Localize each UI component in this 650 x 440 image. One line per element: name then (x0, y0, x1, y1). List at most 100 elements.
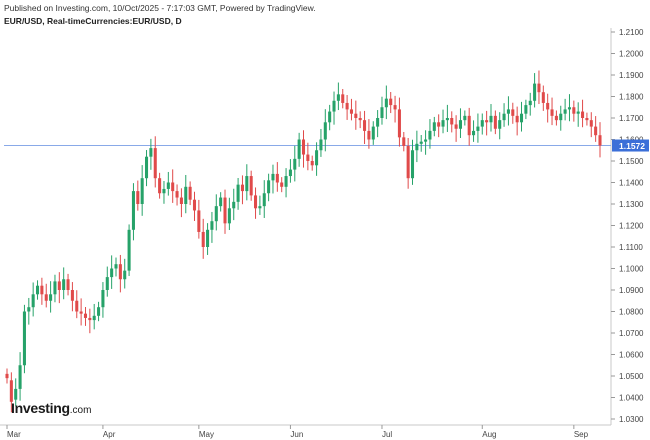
candle-body (441, 120, 445, 127)
candle-body (40, 285, 44, 295)
candle-body (589, 120, 593, 127)
candle-body (97, 307, 101, 316)
candle-body (18, 365, 22, 389)
y-tick-label: 1.1800 (619, 93, 644, 102)
candle-body (332, 100, 336, 112)
candle-body (206, 229, 210, 247)
y-tick-label: 1.1100 (619, 243, 643, 252)
candle-body (445, 118, 449, 121)
x-tick-label: Aug (482, 430, 496, 439)
candle-body (384, 98, 388, 108)
candle-body (397, 109, 401, 138)
candle-body (5, 373, 9, 379)
candle-body (201, 231, 205, 247)
candle-body (336, 94, 340, 101)
candle-body (528, 100, 532, 106)
logo-tld-text: .com (69, 405, 92, 416)
candle-body (389, 98, 393, 106)
candle-body (162, 188, 166, 194)
candle-body (515, 115, 519, 123)
x-tick-label: Apr (103, 430, 116, 439)
candle-body (367, 130, 371, 140)
last-price-badge (612, 139, 649, 152)
x-tick-label: Mar (7, 430, 21, 439)
y-tick-label: 1.0400 (619, 394, 644, 403)
candle-body (585, 118, 589, 121)
candle-body (581, 111, 585, 118)
y-tick-label: 1.1300 (619, 200, 644, 209)
candle-body (572, 107, 576, 114)
x-tick-label: Sep (574, 430, 589, 439)
candle-body (480, 120, 484, 127)
candle-body (541, 92, 545, 103)
candle-body (511, 109, 515, 116)
candle-body (576, 111, 580, 114)
x-tick-label: Jun (290, 430, 303, 439)
candle-body (127, 229, 131, 271)
candle-body (14, 388, 18, 400)
candle-body (546, 102, 550, 110)
candle-body (419, 141, 423, 144)
candle-body (476, 126, 480, 131)
candle-body (363, 120, 367, 131)
y-tick-label: 1.0800 (619, 308, 644, 317)
candle-body (158, 178, 162, 194)
investing-logo: Investing.com (11, 401, 91, 417)
candle-body (62, 279, 66, 290)
candle-body (210, 221, 214, 230)
candle-body (345, 102, 349, 110)
candle-body (166, 182, 170, 189)
candle-body (145, 156, 149, 179)
candle-body (498, 120, 502, 129)
candle-body (428, 130, 432, 140)
candle-body (306, 154, 310, 161)
candle-body (393, 105, 397, 110)
candle-body (53, 281, 57, 295)
y-tick-label: 1.1000 (619, 265, 644, 274)
candle-body (267, 180, 271, 194)
candle-body (354, 113, 358, 118)
candle-body (9, 380, 13, 402)
candle-body (140, 178, 144, 204)
candle-body (506, 109, 510, 114)
candle-body (254, 195, 258, 209)
y-tick-label: 1.0900 (619, 286, 644, 295)
candle-body (179, 197, 183, 204)
candle-body (236, 184, 240, 202)
candle-body (101, 290, 105, 308)
candle-body (402, 137, 406, 146)
y-tick-label: 1.1900 (619, 71, 644, 80)
candle-body (44, 294, 48, 301)
candle-body (493, 115, 497, 129)
y-tick-label: 1.0300 (619, 415, 644, 424)
candle-body (271, 173, 275, 181)
candle-body (75, 300, 79, 312)
candle-body (463, 115, 467, 121)
candle-body (293, 158, 297, 170)
candle-body (502, 113, 506, 121)
y-tick-label: 1.1500 (619, 157, 644, 166)
candle-body (598, 135, 602, 146)
candle-body (467, 115, 471, 136)
candle-body (49, 294, 53, 301)
candle-body (406, 145, 410, 179)
symbol-title: EUR/USD, Real-timeCurrencies:EUR/USD, D (4, 16, 182, 26)
last-price-label: 1.1572 (619, 141, 645, 151)
published-note: Published on Investing.com, 10/Oct/2025 … (4, 3, 316, 13)
candle-body (118, 264, 122, 280)
candle-body (123, 270, 127, 280)
candle-body (27, 307, 31, 312)
candle-body (171, 182, 175, 192)
candle-body (358, 118, 362, 121)
y-tick-label: 1.0700 (619, 329, 644, 338)
candle-body (323, 122, 327, 140)
candle-body (219, 197, 223, 207)
x-tick-label: Jul (382, 430, 392, 439)
candle-body (136, 191, 140, 204)
candle-body (533, 83, 537, 101)
y-tick-label: 1.1700 (619, 114, 644, 123)
candle-body (175, 191, 179, 198)
candle-body (223, 197, 227, 224)
candle-body (432, 122, 436, 131)
